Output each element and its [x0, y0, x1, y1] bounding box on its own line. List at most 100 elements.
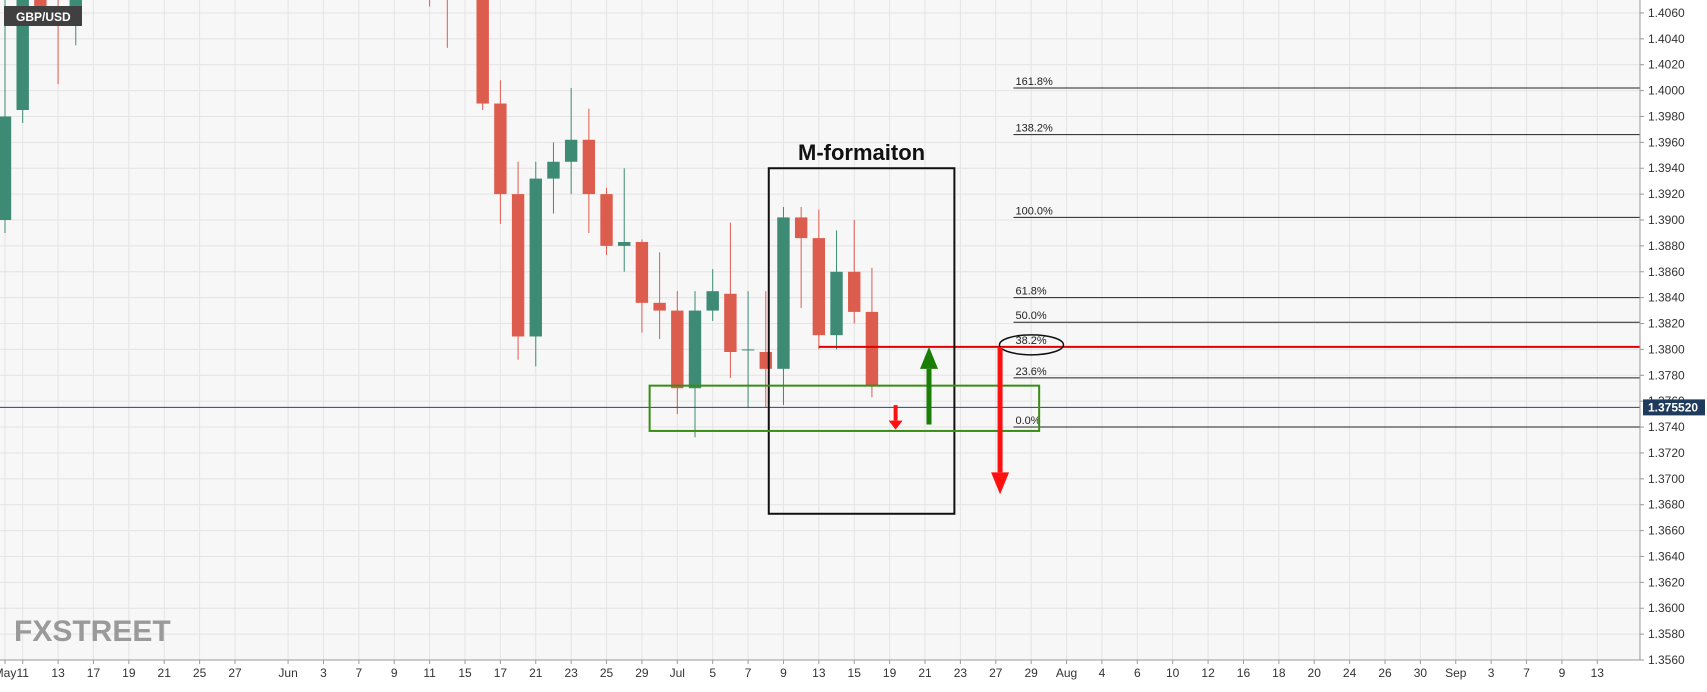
fib-level-label: 50.0%	[1015, 310, 1046, 322]
fib-level-label: 161.8%	[1015, 76, 1053, 88]
time-tick-label: 9	[1559, 666, 1566, 680]
time-tick-label: 12	[1201, 666, 1215, 680]
fib-level-label: 38.2%	[1015, 335, 1046, 347]
time-tick-label: Jul	[670, 666, 685, 680]
time-tick-label: 17	[87, 666, 101, 680]
time-tick-label: 13	[1591, 666, 1605, 680]
time-tick-label: 17	[494, 666, 508, 680]
time-tick-label: 7	[745, 666, 752, 680]
arrow-down-head	[991, 472, 1010, 495]
price-tick-label: 1.4000	[1648, 84, 1685, 98]
candle-body-down	[812, 238, 826, 336]
price-tick-label: 1.3820	[1648, 317, 1685, 331]
m-formation-box	[767, 167, 956, 515]
time-tick-label: 5	[709, 666, 716, 680]
time-tick-label: 23	[564, 666, 578, 680]
time-tick-label: Aug	[1056, 666, 1077, 680]
price-tick-label: 1.4060	[1648, 6, 1685, 20]
time-tick-label: 25	[600, 666, 614, 680]
fib-38-circle	[998, 334, 1065, 356]
fib-level-label: 138.2%	[1015, 123, 1053, 135]
candle-body-up	[706, 291, 719, 311]
price-tick-label: 1.3580	[1648, 627, 1685, 641]
candle-body-up	[741, 349, 755, 351]
symbol-badge-label: GBP/USD	[16, 10, 71, 24]
time-tick-label: 30	[1414, 666, 1428, 680]
candle-body-down	[759, 352, 772, 369]
m-formation-title: M-formaiton	[798, 140, 925, 165]
time-tick-label: 13	[812, 666, 826, 680]
time-tick-label: 6	[1134, 666, 1141, 680]
time-tick-label: 21	[158, 666, 172, 680]
candle-body-down	[724, 293, 737, 352]
candle-body-down	[494, 103, 507, 195]
candle-body-down	[582, 139, 596, 195]
price-tick-label: 1.3660	[1648, 524, 1685, 538]
price-tick-label: 1.3920	[1648, 187, 1685, 201]
price-tick-label: 1.3840	[1648, 291, 1685, 305]
candle-body-up	[688, 310, 702, 389]
candle-body-up	[564, 139, 578, 162]
price-tick-label: 1.3680	[1648, 498, 1685, 512]
fib-level-label: 23.6%	[1015, 366, 1046, 378]
fib-level-label: 61.8%	[1015, 286, 1046, 298]
support-zone-box	[648, 384, 1041, 432]
current-price-label: 1.375520	[1648, 400, 1698, 414]
fib-level-label: 0.0%	[1015, 415, 1040, 427]
time-tick-label: 21	[529, 666, 543, 680]
time-tick-label: 27	[228, 666, 242, 680]
price-tick-label: 1.3780	[1648, 368, 1685, 382]
price-tick-label: 1.3860	[1648, 265, 1685, 279]
candle-body-up	[618, 242, 631, 246]
time-tick-label: 7	[1523, 666, 1530, 680]
time-tick-label: 24	[1343, 666, 1357, 680]
price-tick-label: 1.3980	[1648, 109, 1685, 123]
time-tick-label: 25	[193, 666, 207, 680]
candle-body-up	[529, 178, 542, 337]
candles	[0, 0, 879, 438]
price-tick-label: 1.3720	[1648, 446, 1685, 460]
price-tick-label: 1.3740	[1648, 420, 1685, 434]
time-tick-label: 7	[356, 666, 363, 680]
price-tick-label: 1.3640	[1648, 549, 1685, 563]
candle-body-up	[777, 217, 790, 369]
current-price-badge: 1.375520	[1643, 399, 1705, 416]
time-tick-label: 19	[883, 666, 897, 680]
candle-body-down	[476, 0, 489, 104]
arrow-up-head	[920, 346, 938, 369]
fib-level-label: 100.0%	[1015, 205, 1053, 217]
price-tick-label: 1.4040	[1648, 32, 1685, 46]
time-tick-label: 27	[989, 666, 1003, 680]
time-tick-label: 4	[1099, 666, 1106, 680]
candle-body-down	[865, 311, 879, 386]
price-tick-label: 1.3880	[1648, 239, 1685, 253]
time-tick-label: 29	[1024, 666, 1038, 680]
candle-body-up	[830, 271, 843, 336]
price-tick-label: 1.3800	[1648, 342, 1685, 356]
time-tick-label: 16	[1237, 666, 1251, 680]
time-tick-label: Jun	[278, 666, 297, 680]
time-tick-label: 10	[1166, 666, 1180, 680]
time-tick-label: 19	[122, 666, 136, 680]
arrow-down-head	[888, 420, 903, 430]
time-axis[interactable]: May11131719212527Jun37911151721232529Jul…	[0, 660, 1604, 680]
time-tick-label: 9	[780, 666, 787, 680]
time-axis-background	[0, 660, 1640, 687]
symbol-badge[interactable]: GBP/USD	[4, 6, 82, 26]
time-tick-label: 15	[458, 666, 472, 680]
time-tick-label: 11	[423, 666, 436, 680]
candle-body-up	[0, 116, 12, 220]
time-tick-label: 20	[1308, 666, 1322, 680]
price-tick-label: 1.3600	[1648, 601, 1685, 615]
candle-body-down	[635, 242, 649, 303]
time-tick-label: 23	[954, 666, 968, 680]
time-tick-label: 3	[320, 666, 327, 680]
price-tick-label: 1.3620	[1648, 575, 1685, 589]
price-tick-label: 1.3960	[1648, 135, 1685, 149]
candle-body-down	[653, 302, 666, 311]
price-axis-background	[1640, 0, 1707, 687]
price-tick-label: 1.4020	[1648, 58, 1685, 72]
fxstreet-logo: FXSTREET	[14, 615, 171, 648]
candle-body-down	[848, 271, 861, 312]
